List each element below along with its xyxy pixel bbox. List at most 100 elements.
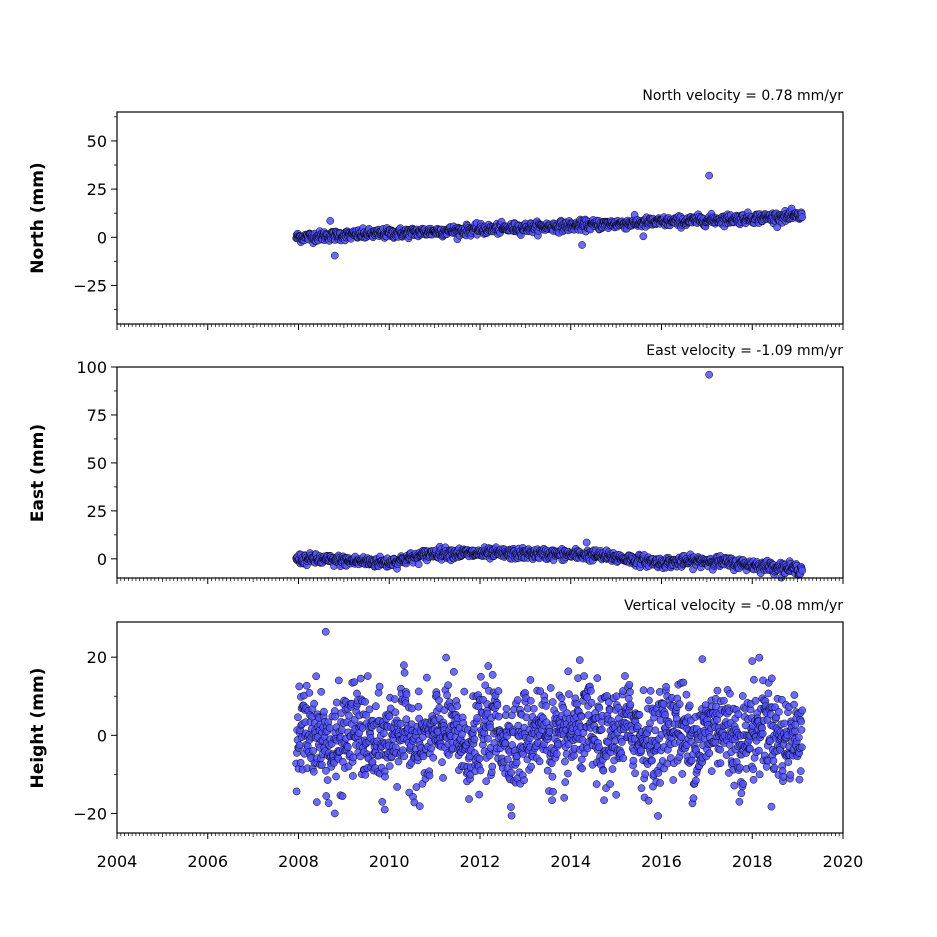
height-point xyxy=(794,733,803,742)
height-point xyxy=(631,769,639,778)
height-point xyxy=(477,672,485,681)
height-point xyxy=(689,794,698,803)
height-point xyxy=(639,686,648,695)
height-point xyxy=(482,777,491,786)
height-point xyxy=(372,702,380,711)
height-point xyxy=(400,661,408,670)
north-point xyxy=(798,213,807,222)
height-point xyxy=(685,701,694,710)
height-point xyxy=(494,712,503,721)
height-point xyxy=(312,672,320,681)
height-point xyxy=(645,696,653,705)
height-point xyxy=(475,790,484,799)
north-y-tick-label: 0 xyxy=(97,228,107,247)
height-point xyxy=(294,713,302,722)
height-point xyxy=(597,725,606,734)
north-scatter-points xyxy=(292,171,807,260)
height-point xyxy=(635,710,644,719)
height-x-tick-label: 2004 xyxy=(97,852,138,871)
height-point xyxy=(488,671,497,679)
height-point xyxy=(529,704,538,713)
height-point xyxy=(488,762,497,771)
height-point xyxy=(548,796,556,805)
height-point xyxy=(755,653,764,662)
height-point xyxy=(578,736,587,744)
height-point xyxy=(554,740,562,749)
height-point xyxy=(626,688,634,696)
east-velocity-annotation: East velocity = -1.09 mm/yr xyxy=(646,343,843,359)
height-point xyxy=(548,772,557,781)
height-point xyxy=(309,767,318,776)
height-point xyxy=(641,770,650,778)
east-y-tick-label: 25 xyxy=(87,502,107,521)
height-point xyxy=(716,745,725,754)
height-point xyxy=(350,678,359,686)
height-point xyxy=(795,775,804,784)
east-y-tick-label: 50 xyxy=(87,454,107,473)
height-outlier-point xyxy=(698,655,707,663)
height-point xyxy=(423,673,431,682)
height-point xyxy=(476,766,485,775)
height-point xyxy=(429,753,438,762)
east-point xyxy=(798,566,807,575)
height-point xyxy=(707,767,716,775)
height-point xyxy=(344,743,352,751)
height-point xyxy=(564,667,573,676)
east-scatter-points xyxy=(292,370,807,582)
height-point xyxy=(750,675,758,684)
height-point xyxy=(400,668,409,677)
height-point xyxy=(385,712,394,721)
height-point xyxy=(320,707,328,716)
height-point xyxy=(419,752,428,761)
height-point xyxy=(390,695,399,703)
height-point xyxy=(552,750,561,758)
height-point xyxy=(779,772,788,781)
north-axis-label: North (mm) xyxy=(28,162,48,273)
height-point xyxy=(557,694,566,703)
height-point xyxy=(730,781,739,790)
height-point xyxy=(435,696,443,705)
height-y-tick-label: 20 xyxy=(87,648,107,667)
height-point xyxy=(414,702,423,711)
height-point xyxy=(414,687,423,696)
height-point xyxy=(513,696,522,704)
height-point xyxy=(548,698,557,706)
height-point xyxy=(758,729,767,738)
height-point xyxy=(442,653,450,662)
height-point xyxy=(770,763,779,772)
height-point xyxy=(425,771,434,780)
height-point xyxy=(755,770,764,779)
height-point xyxy=(692,776,700,785)
height-x-tick-label: 2008 xyxy=(278,852,319,871)
height-point xyxy=(593,674,602,682)
height-point xyxy=(619,754,628,763)
height-point xyxy=(439,774,447,782)
height-point xyxy=(644,796,653,805)
height-point xyxy=(629,756,638,765)
north-panel: North velocity = 0.78 mm/yr North (mm) −… xyxy=(28,88,844,330)
height-point xyxy=(755,746,763,755)
height-point xyxy=(578,764,586,773)
height-point xyxy=(570,751,578,760)
height-point xyxy=(408,704,416,713)
height-point xyxy=(324,799,333,808)
height-point xyxy=(606,780,614,788)
height-y-tick-label: 0 xyxy=(97,726,107,745)
height-point xyxy=(450,667,458,676)
height-point xyxy=(378,797,387,806)
height-point xyxy=(460,687,469,696)
east-point xyxy=(414,560,423,569)
height-point xyxy=(453,702,462,710)
height-point xyxy=(720,696,728,705)
height-point xyxy=(363,672,372,680)
height-point xyxy=(502,704,511,713)
height-point xyxy=(292,787,301,796)
height-point xyxy=(381,772,389,781)
height-point xyxy=(507,811,516,820)
north-plot-frame xyxy=(116,111,844,325)
height-point xyxy=(526,697,535,705)
height-point xyxy=(470,735,479,744)
height-point xyxy=(648,756,656,765)
height-point xyxy=(797,743,806,752)
height-point xyxy=(400,752,409,761)
